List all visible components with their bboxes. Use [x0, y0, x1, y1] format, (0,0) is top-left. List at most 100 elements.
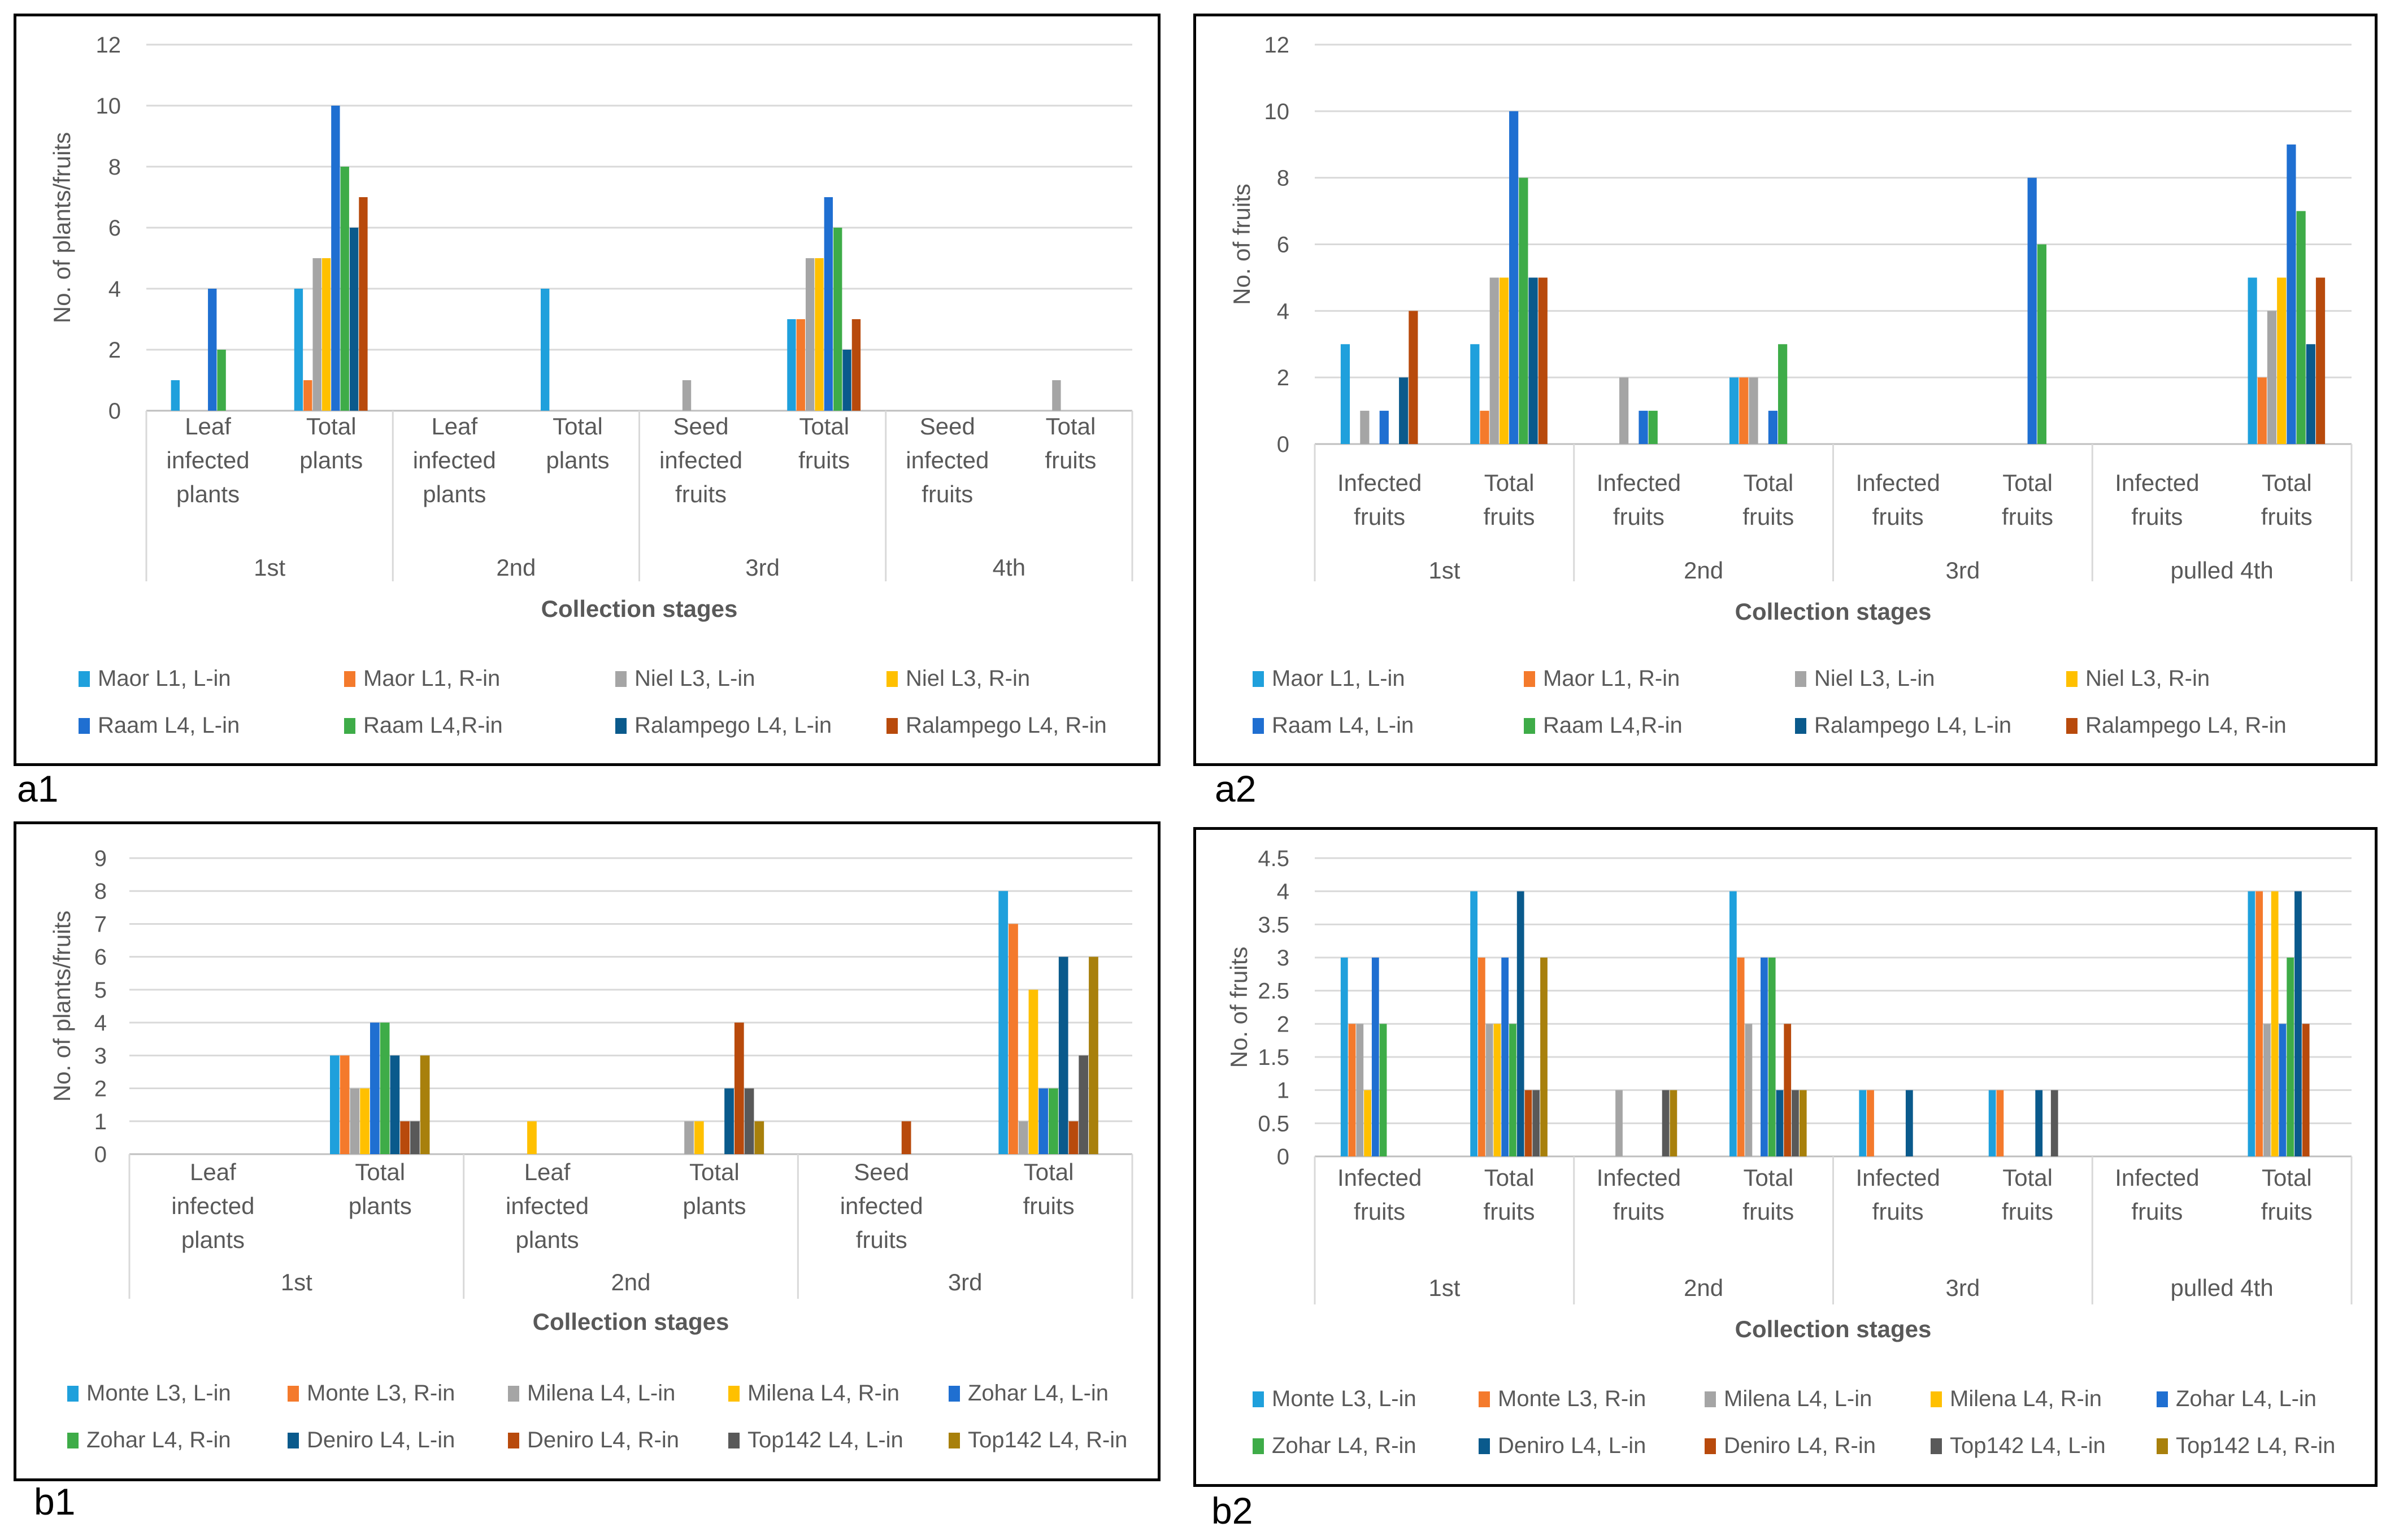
legend-label: Top142 L4, L-in [747, 1428, 903, 1452]
legend-swatch [1479, 1438, 1490, 1454]
bar-top142-l4-l-in-3 [1792, 1090, 1799, 1156]
bar-zohar-l4-r-in-1 [1509, 1024, 1516, 1156]
legend-swatch [886, 718, 898, 734]
y-tick-label: 6 [94, 945, 107, 970]
x-group-label: 4th [993, 554, 1025, 581]
bar-milena-l4-r-in-1 [1493, 1024, 1501, 1156]
bar-maor-l1-r-in-5 [796, 319, 805, 411]
bar-ralampego-l4-l-in-0 [1399, 377, 1409, 444]
legend: Maor L1, L-in Maor L1, R-in Niel L3, L-in N… [79, 666, 1107, 738]
bar-top142-l4-r-in-1 [1540, 958, 1548, 1156]
bar-raam-l4-l-in-0 [208, 289, 217, 411]
bar-raam-l4-l-in-1 [1509, 111, 1519, 445]
legend-swatch [1931, 1391, 1942, 1407]
y-axis-label: No. of plants/fruits [49, 132, 75, 323]
y-tick-label: 2.5 [1258, 979, 1289, 1004]
y-tick-label: 1 [94, 1110, 107, 1134]
y-tick-label: 6 [108, 216, 121, 241]
legend-swatch [344, 671, 355, 687]
legend-label: Deniro L4, L-in [307, 1428, 455, 1452]
legend-label: Monte L3, L-in [1272, 1386, 1416, 1411]
bar-maor-l1-l-in-3 [541, 289, 550, 411]
bar-monte-l3-r-in-1 [1478, 958, 1485, 1156]
bar-maor-l1-r-in-3 [1739, 377, 1749, 444]
bar-raam-l4-l-in-7 [2287, 144, 2296, 444]
y-tick-label: 8 [108, 155, 121, 180]
bar-raam-l4-l-in-2 [1639, 411, 1648, 444]
legend-label: Ralampego L4, L-in [1814, 713, 2011, 738]
legend-label: Milena L4, L-in [1724, 1386, 1872, 1411]
bar-raam-l4-r-in-2 [1648, 411, 1658, 444]
x-group-label: 3rd [1946, 557, 1980, 584]
legend-label: Niel L3, R-in [2085, 666, 2210, 691]
bar-monte-l3-r-in-5 [1009, 924, 1018, 1154]
legend-label: Raam L4,R-in [1543, 713, 1683, 738]
bar-monte-l3-r-in-5 [1996, 1090, 2004, 1156]
bar-monte-l3-l-in-0 [1340, 958, 1348, 1156]
legend: Monte L3, L-in Monte L3, R-in Milena L4, L… [1253, 1386, 2335, 1458]
bar-monte-l3-l-in-4 [1859, 1090, 1867, 1156]
x-group-label: 1st [281, 1269, 312, 1295]
bar-deniro-l4-r-in-7 [2302, 1024, 2310, 1156]
bar-raam-l4-r-in-7 [2296, 211, 2306, 444]
x-category-label: Infected fruits [1597, 1164, 1681, 1225]
bar-raam-l4-r-in-5 [833, 228, 842, 411]
bar-maor-l1-l-in-3 [1729, 377, 1739, 444]
bar-deniro-l4-l-in-3 [1776, 1090, 1784, 1156]
bar-maor-l1-l-in-0 [171, 380, 180, 411]
x-axis-label: Collection stages [1735, 1316, 1932, 1342]
bar-deniro-l4-l-in-7 [2294, 891, 2302, 1156]
x-category-label: Infected fruits [1855, 469, 1940, 530]
chart-panel-b1: 0 1 2 3 4 5 6 7 8 9 No. of plants/fruits Leaf infect… [14, 821, 1161, 1481]
bar-milena-l4-l-in-5 [1018, 1121, 1028, 1154]
legend-swatch [79, 718, 90, 734]
y-axis-label: No. of fruits [1225, 947, 1252, 1068]
bar-niel-l3-l-in-5 [805, 258, 815, 411]
legend-swatch [2157, 1438, 2168, 1454]
y-axis-label: No. of plants/fruits [49, 911, 75, 1102]
bar-maor-l1-r-in-1 [1480, 411, 1489, 444]
bar-top142-l4-l-in-1 [1532, 1090, 1540, 1156]
legend-label: Milena L4, R-in [747, 1381, 899, 1406]
bar-niel-l3-l-in-7 [1052, 380, 1061, 411]
chart-panel-b2: 0 0.5 1 1.5 2 2.5 3 3.5 4 4.5 No. of fruits Infecte… [1193, 827, 2378, 1487]
bar-milena-l4-l-in-0 [1356, 1024, 1364, 1156]
y-tick-label: 7 [94, 912, 107, 937]
legend-label: Niel L3, R-in [906, 666, 1030, 691]
x-group-label: 1st [254, 554, 285, 581]
legend-label: Monte L3, L-in [86, 1381, 231, 1406]
bar-raam-l4-r-in-1 [340, 167, 349, 411]
bar-ralampego-l4-r-in-1 [359, 197, 368, 411]
bar-milena-l4-r-in-1 [360, 1088, 370, 1154]
y-tick-label: 4 [1277, 880, 1289, 904]
legend-swatch [344, 718, 355, 734]
bar-monte-l3-r-in-7 [2255, 891, 2263, 1156]
legend-swatch [1931, 1438, 1942, 1454]
y-tick-label: 2 [94, 1077, 107, 1102]
x-group-label: 1st [1428, 557, 1460, 584]
legend-swatch [1705, 1391, 1716, 1407]
legend-swatch [1524, 718, 1535, 734]
bar-monte-l3-r-in-1 [340, 1055, 350, 1154]
legend-swatch [949, 1386, 960, 1402]
chart-b1: 0 1 2 3 4 5 6 7 8 9 No. of plants/fruits Leaf infect… [49, 846, 1133, 1452]
legend-swatch [1253, 671, 1264, 687]
x-category-label: Total fruits [798, 413, 850, 473]
legend-swatch [2066, 718, 2078, 734]
bar-deniro-l4-r-in-5 [1068, 1121, 1079, 1154]
bar-raam-l4-r-in-0 [217, 350, 226, 411]
x-axis: Leaf infected plants Total plants Leaf infecte… [145, 411, 1133, 581]
bar-raam-l4-l-in-5 [2027, 177, 2037, 444]
bar-maor-l1-l-in-1 [294, 289, 303, 411]
bar-raam-l4-l-in-3 [1768, 411, 1778, 444]
x-category-label: Leaf infected plants [167, 413, 250, 507]
legend-label: Raam L4,R-in [363, 713, 503, 738]
x-axis: Infected fruits Total fruits Infected fruits T… [1314, 1156, 2353, 1304]
bar-deniro-l4-r-in-3 [734, 1023, 744, 1154]
bar-deniro-l4-l-in-3 [724, 1088, 734, 1154]
legend-swatch [1479, 1391, 1490, 1407]
y-tick-label: 0.5 [1258, 1111, 1289, 1136]
x-axis-label: Collection stages [541, 595, 738, 622]
legend-swatch [615, 718, 627, 734]
y-tick-label: 10 [96, 94, 121, 119]
